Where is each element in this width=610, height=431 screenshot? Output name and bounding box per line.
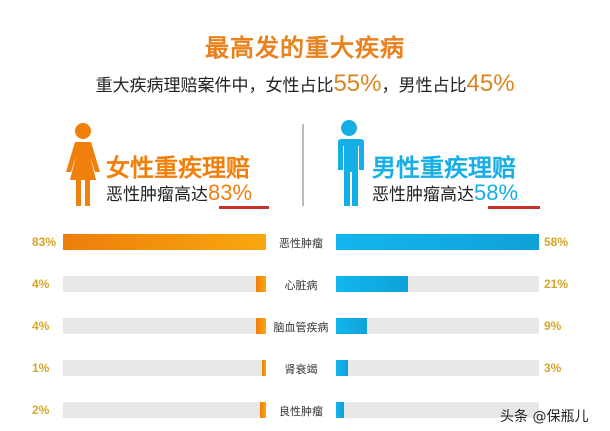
chart-subtitle: 重大疾病理赔案件中，女性占比55%，男性占比45%: [0, 70, 610, 98]
female-value: 1%: [32, 361, 50, 375]
female-bar: [63, 234, 266, 250]
bar-row: 4% 脑血管疾病 9%: [0, 317, 610, 337]
bar-row: 1% 肾衰竭 3%: [0, 359, 610, 379]
male-person-icon: [337, 120, 364, 206]
female-share: 55%: [333, 70, 382, 97]
category-label: 心脏病: [284, 279, 318, 292]
male-heading: 男性重疾理赔: [372, 154, 516, 182]
male-track: [336, 402, 539, 418]
female-bar: [256, 318, 266, 334]
female-bar: [256, 276, 266, 292]
female-value: 2%: [32, 403, 50, 417]
category-label: 良性肿瘤: [279, 405, 323, 418]
male-track: [336, 318, 539, 334]
female-track: [63, 402, 266, 418]
bar-row: 83% 恶性肿瘤 58%: [0, 233, 610, 253]
female-heading: 女性重疾理赔: [106, 154, 250, 182]
category-label: 脑血管疾病: [273, 321, 329, 334]
male-bar: [336, 234, 539, 250]
male-bar: [336, 318, 367, 334]
subtitle-prefix: 重大疾病理赔案件中，女性占比: [95, 76, 334, 96]
female-track: [63, 276, 266, 292]
male-underline: [488, 206, 540, 209]
female-track: [63, 318, 266, 334]
male-value: 58%: [544, 235, 569, 249]
female-bar: [260, 402, 266, 418]
watermark: 头条 @保瓶儿: [500, 409, 589, 425]
category-label: 肾衰竭: [284, 363, 318, 376]
male-bar: [336, 360, 348, 376]
male-bar: [336, 402, 344, 418]
category-label: 恶性肿瘤: [279, 237, 323, 250]
male-value: 9%: [544, 319, 562, 333]
female-sub-pct: 83%: [208, 180, 253, 205]
bar-row: 4% 心脏病 21%: [0, 275, 610, 295]
male-value: 21%: [544, 277, 569, 291]
female-subline: 恶性肿瘤高达83%: [106, 180, 252, 206]
female-underline: [219, 206, 269, 209]
divider: [302, 124, 304, 206]
female-person-icon: [66, 123, 100, 206]
female-bar: [262, 360, 266, 376]
male-value: 3%: [544, 361, 562, 375]
female-track: [63, 360, 266, 376]
female-sub-prefix: 恶性肿瘤高达: [106, 185, 208, 205]
female-value: 4%: [32, 277, 50, 291]
male-bar: [336, 276, 408, 292]
male-sub-pct: 58%: [474, 180, 519, 205]
male-track: [336, 360, 539, 376]
male-subline: 恶性肿瘤高达58%: [372, 180, 518, 206]
male-sub-prefix: 恶性肿瘤高达: [372, 185, 474, 205]
bar-row: 2% 良性肿瘤: [0, 401, 610, 421]
subtitle-middle: ，男性占比: [381, 76, 467, 96]
female-value: 83%: [32, 235, 57, 249]
chart-title: 最高发的重大疾病: [205, 34, 405, 62]
female-value: 4%: [32, 319, 50, 333]
male-share: 45%: [466, 70, 515, 97]
